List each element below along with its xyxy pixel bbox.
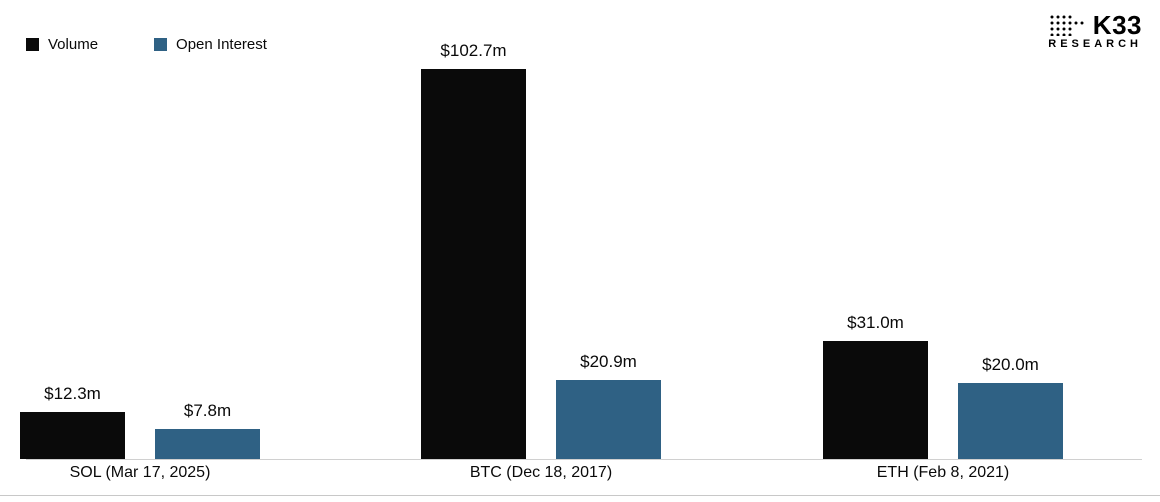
bar-value-label: $7.8m xyxy=(138,401,278,421)
bar-value-label: $31.0m xyxy=(806,313,946,333)
x-axis-label: SOL (Mar 17, 2025) xyxy=(70,464,211,482)
bar-open_interest xyxy=(155,429,260,459)
bar-volume xyxy=(823,341,928,459)
bar-open_interest xyxy=(556,380,661,459)
bar-value-label: $12.3m xyxy=(3,384,143,404)
chart-container: Volume Open Interest K33 RESEARCH $12.3m… xyxy=(0,0,1160,502)
x-axis-label: BTC (Dec 18, 2017) xyxy=(470,464,612,482)
bar-value-label: $102.7m xyxy=(404,41,544,61)
bar-volume xyxy=(421,69,526,459)
bar-volume xyxy=(20,412,125,459)
baseline-rule xyxy=(0,495,1160,496)
bar-value-label: $20.9m xyxy=(539,352,679,372)
bar-open_interest xyxy=(958,383,1063,459)
x-axis-label: ETH (Feb 8, 2021) xyxy=(877,464,1010,482)
x-axis-labels: SOL (Mar 17, 2025) BTC (Dec 18, 2017) ETH … xyxy=(26,464,1142,488)
plot-area: $12.3m$7.8m$102.7m$20.9m$31.0m$20.0m xyxy=(26,30,1142,460)
bar-value-label: $20.0m xyxy=(941,355,1081,375)
